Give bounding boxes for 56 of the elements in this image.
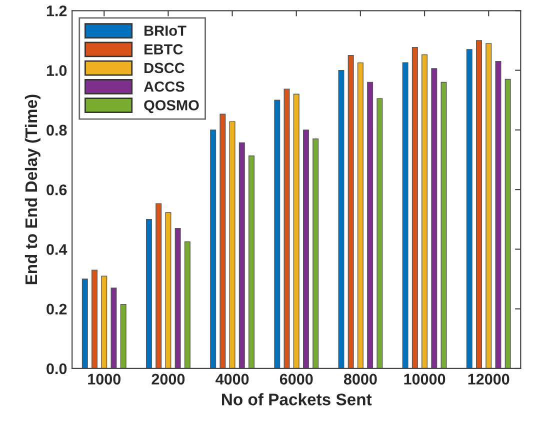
bar [146,219,152,368]
bar [495,60,502,368]
y-tick-label: 0.2 [46,304,67,315]
bar [210,130,216,368]
bar [476,40,482,368]
bar [486,43,492,368]
bar [184,241,190,368]
x-tick-label: 1000 [88,374,120,385]
legend-label: EBTC [144,44,183,55]
y-tick-label: 0.8 [46,124,67,136]
x-tick-label: 6000 [280,374,313,385]
y-tick-label: 0.0 [46,363,67,374]
bar [274,100,280,368]
bar [312,138,319,368]
bar [174,228,181,368]
x-tick-label: 4000 [216,374,249,385]
bar [92,270,98,368]
bar [101,276,108,368]
bar [376,98,383,368]
legend-label: BRIoT [144,26,186,36]
x-tick-label: 10000 [404,374,446,385]
bar [248,156,255,368]
bar [466,49,472,368]
legend-label: QOSMO [144,100,199,114]
bar [284,88,290,368]
bar [357,62,364,368]
bar [220,114,226,368]
y-tick-label: 1.0 [46,65,67,76]
bar [229,121,236,368]
bar [431,68,438,368]
bar [120,304,126,368]
bar [293,94,300,368]
y-tick-label: 0.6 [46,184,67,196]
bar [504,78,511,368]
bar [82,278,88,368]
x-axis-title: No of Packets Sent [222,393,372,406]
bar [165,212,172,368]
bar [338,70,344,368]
y-tick-label: 1.2 [46,6,67,16]
legend-label: DSCC [144,62,184,74]
bar [422,54,428,368]
bar [402,62,408,368]
bar [238,142,245,368]
bar [440,82,447,368]
x-tick-label: 8000 [344,374,377,385]
legend-label: ACCS [144,81,184,92]
bar [110,288,117,368]
y-tick-label: 0.4 [46,244,68,255]
x-tick-label: 2000 [152,374,185,385]
y-axis-title: End to End Delay (Time) [24,94,40,284]
bar [367,82,374,368]
x-tick-label: 12000 [468,374,510,385]
bar [412,46,418,368]
bar [302,130,309,368]
bar [156,203,162,368]
bar [348,55,354,368]
